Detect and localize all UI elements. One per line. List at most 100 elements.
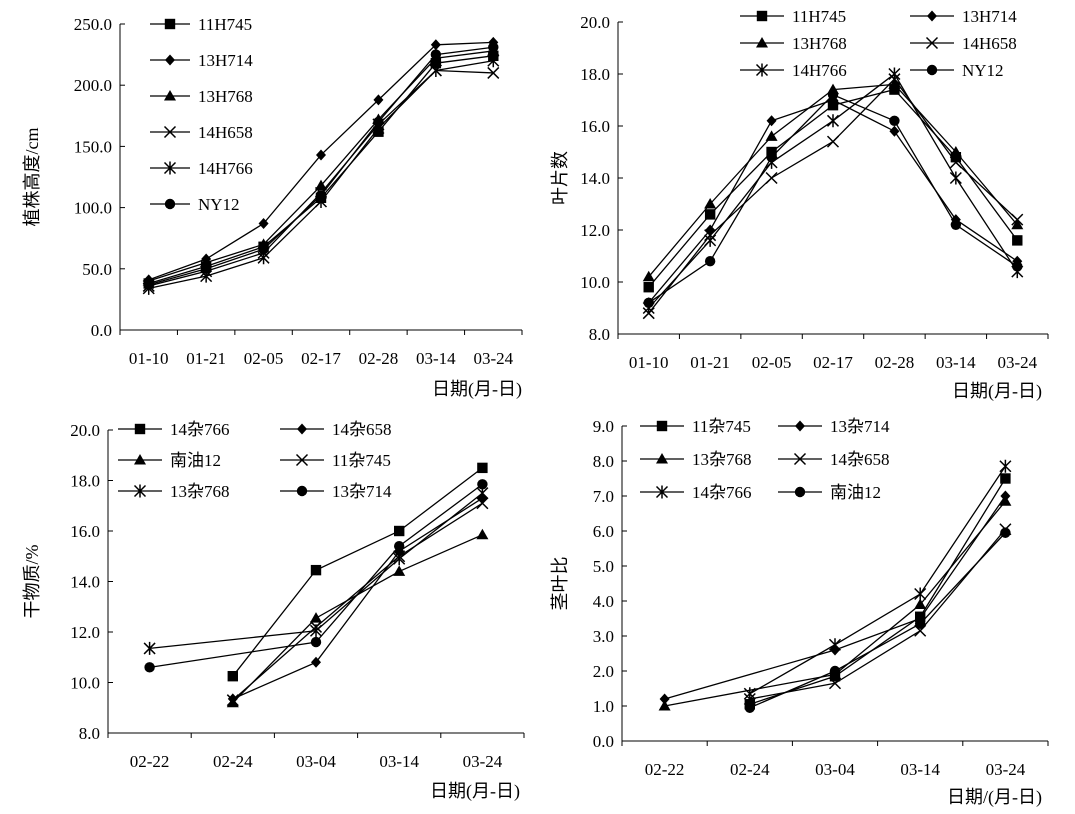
- data-point: [476, 497, 489, 510]
- y-tick-label: 0.0: [91, 321, 112, 340]
- y-tick-label: 250.0: [74, 15, 112, 34]
- x-tick-label: 03-24: [473, 349, 513, 368]
- data-point: [914, 598, 927, 609]
- series-6: [643, 89, 1023, 308]
- y-tick-label: 9.0: [593, 417, 614, 436]
- legend-marker: [133, 484, 147, 498]
- legend-item: NY12: [910, 61, 1004, 80]
- data-point: [949, 156, 962, 169]
- data-point: [659, 693, 670, 705]
- series-line: [232, 502, 483, 701]
- data-point: [200, 263, 212, 274]
- legend-label: 14H658: [962, 34, 1017, 53]
- legend-marker: [164, 90, 176, 101]
- y-tick-label: 18.0: [70, 472, 100, 491]
- series-6: [144, 479, 488, 673]
- series-5: [142, 54, 500, 295]
- series-3: [226, 528, 489, 708]
- series-line: [749, 528, 1006, 700]
- series-3: [658, 495, 1012, 711]
- series-4: [142, 64, 500, 292]
- legend-label: 南油12: [830, 483, 881, 502]
- y-tick-label: 8.0: [79, 724, 100, 743]
- legend-item: 13H714: [910, 7, 1017, 26]
- data-point: [316, 149, 326, 161]
- legend-label: 13杂768: [692, 450, 752, 469]
- data-point: [828, 638, 842, 652]
- legend-marker: [756, 37, 768, 48]
- data-point: [1012, 235, 1023, 246]
- y-tick-label: 8.0: [593, 452, 614, 471]
- data-point: [1000, 527, 1011, 538]
- legend-label: 14杂766: [692, 483, 752, 502]
- legend-marker: [755, 63, 769, 77]
- legend-marker: [163, 125, 177, 139]
- legend-marker: [794, 486, 806, 498]
- legend-marker: [795, 420, 805, 432]
- x-tick-label: 03-14: [900, 760, 940, 779]
- legend-marker: [297, 423, 307, 435]
- legend-item: 13杂714: [280, 482, 392, 501]
- x-tick-label: 03-24: [463, 752, 503, 771]
- y-tick-label: 2.0: [593, 662, 614, 681]
- y-tick-label: 12.0: [70, 623, 100, 642]
- series-line: [648, 99, 1018, 304]
- data-point: [315, 179, 327, 191]
- data-point: [430, 57, 442, 69]
- data-point: [476, 528, 489, 540]
- legend-label: 14H766: [792, 61, 847, 80]
- data-point: [766, 152, 777, 163]
- legend-label: 14杂658: [332, 420, 392, 439]
- series-1: [143, 50, 499, 289]
- chart-4: 0.0 1.0 2.0 3.0 4.0 5.0 6.0 7.0 8.0 9.0 02-22 02-24…: [550, 417, 1049, 808]
- y-tick-label: 6.0: [593, 522, 614, 541]
- series-1: [227, 462, 488, 682]
- x-tick-label: 02-22: [130, 752, 170, 771]
- series-line: [664, 495, 1006, 700]
- x-axis-title: 日期(月-日): [430, 781, 520, 802]
- series-5: [743, 459, 1012, 701]
- legend-marker: [163, 161, 177, 175]
- y-tick-label: 16.0: [70, 522, 100, 541]
- legend-item: 14杂766: [118, 420, 230, 439]
- data-point: [143, 641, 156, 655]
- legend: 11杂745 13杂714 13杂768 14杂658 14杂766 南油12: [640, 417, 890, 502]
- x-tick-label: 01-10: [629, 353, 669, 372]
- x-tick-label: 02-05: [244, 349, 284, 368]
- legend-item: 13H768: [150, 87, 253, 106]
- y-tick-label: 50.0: [82, 260, 112, 279]
- data-point: [889, 84, 900, 95]
- data-point: [227, 670, 238, 682]
- legend: 14杂766 14杂658 南油12 11杂745 13杂768 13杂714: [118, 420, 392, 501]
- x-tick-label: 03-24: [986, 760, 1026, 779]
- y-tick-label: 10.0: [580, 273, 610, 292]
- data-point: [1012, 261, 1023, 272]
- series-4: [226, 497, 489, 707]
- x-tick-label: 02-05: [752, 353, 792, 372]
- legend-item: 13杂768: [118, 482, 230, 501]
- y-tick-label: 20.0: [70, 421, 100, 440]
- legend-label: NY12: [962, 61, 1004, 80]
- y-axis-title: 干物质/%: [22, 544, 42, 618]
- data-point: [888, 78, 901, 89]
- data-point: [889, 125, 900, 137]
- data-point: [915, 618, 926, 629]
- x-tick-label: 01-10: [129, 349, 169, 368]
- legend-item: 14杂658: [280, 420, 392, 439]
- legend-label: 13杂714: [332, 482, 392, 501]
- legend-label: 14杂766: [170, 420, 230, 439]
- y-tick-label: 12.0: [580, 221, 610, 240]
- legend-label: 14H658: [198, 123, 253, 142]
- x-tick-label: 03-04: [296, 752, 336, 771]
- legend-item: NY12: [150, 195, 240, 214]
- data-point: [744, 702, 755, 713]
- y-tick-label: 7.0: [593, 487, 614, 506]
- legend-label: 11H745: [792, 7, 846, 26]
- data-point: [309, 624, 323, 638]
- series-2: [143, 36, 499, 286]
- data-point: [488, 42, 499, 53]
- data-point: [477, 479, 488, 490]
- legend-marker: [134, 423, 146, 435]
- data-point: [258, 244, 269, 255]
- legend-marker: [925, 36, 939, 50]
